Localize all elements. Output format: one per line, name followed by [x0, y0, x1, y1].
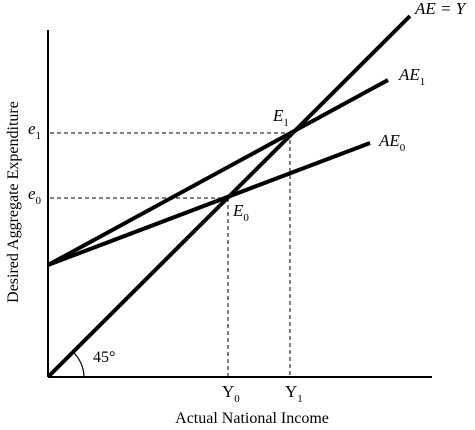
y-tick-e1: e1	[28, 119, 41, 142]
ae0-label-base: AE	[378, 131, 400, 150]
ae1-label: AE1	[398, 65, 425, 88]
e0-label-base: E	[232, 201, 244, 220]
e1-label-base: E	[272, 106, 284, 125]
y-tick-e0-sub: 0	[36, 195, 42, 207]
ae0-line	[47, 141, 371, 267]
x-tick-y0-base: Y	[222, 382, 234, 401]
e0-label-sub: 0	[243, 212, 249, 224]
ae1-line	[47, 78, 389, 267]
x-axis-title: Actual National Income	[175, 410, 329, 427]
e1-label-sub: 1	[283, 117, 289, 129]
ae1-label-base: AE	[398, 65, 420, 84]
x-tick-y1-sub: 1	[297, 393, 303, 405]
y-axis-title: Desired Aggregate Expenditure	[5, 101, 22, 303]
e0-point-label: E0	[232, 201, 249, 224]
x-tick-y1: Y1	[285, 382, 303, 405]
x-tick-y0: Y0	[222, 382, 240, 405]
ae0-label-sub: 0	[400, 142, 406, 154]
y-tick-e1-sub: 1	[36, 130, 42, 142]
y-tick-e0: e0	[28, 184, 42, 207]
ae-eq-y-label: AE = Y	[414, 0, 467, 18]
x-tick-y0-sub: 0	[234, 393, 240, 405]
y-tick-e1-base: e	[28, 119, 36, 138]
e1-point-label: E1	[272, 106, 289, 129]
angle-label: 45°	[93, 349, 115, 366]
y-tick-e0-base: e	[28, 184, 36, 203]
angle-arc	[72, 351, 85, 378]
x-tick-y1-base: Y	[285, 382, 297, 401]
ae1-label-sub: 1	[420, 76, 426, 88]
ae0-label: AE0	[378, 131, 406, 154]
